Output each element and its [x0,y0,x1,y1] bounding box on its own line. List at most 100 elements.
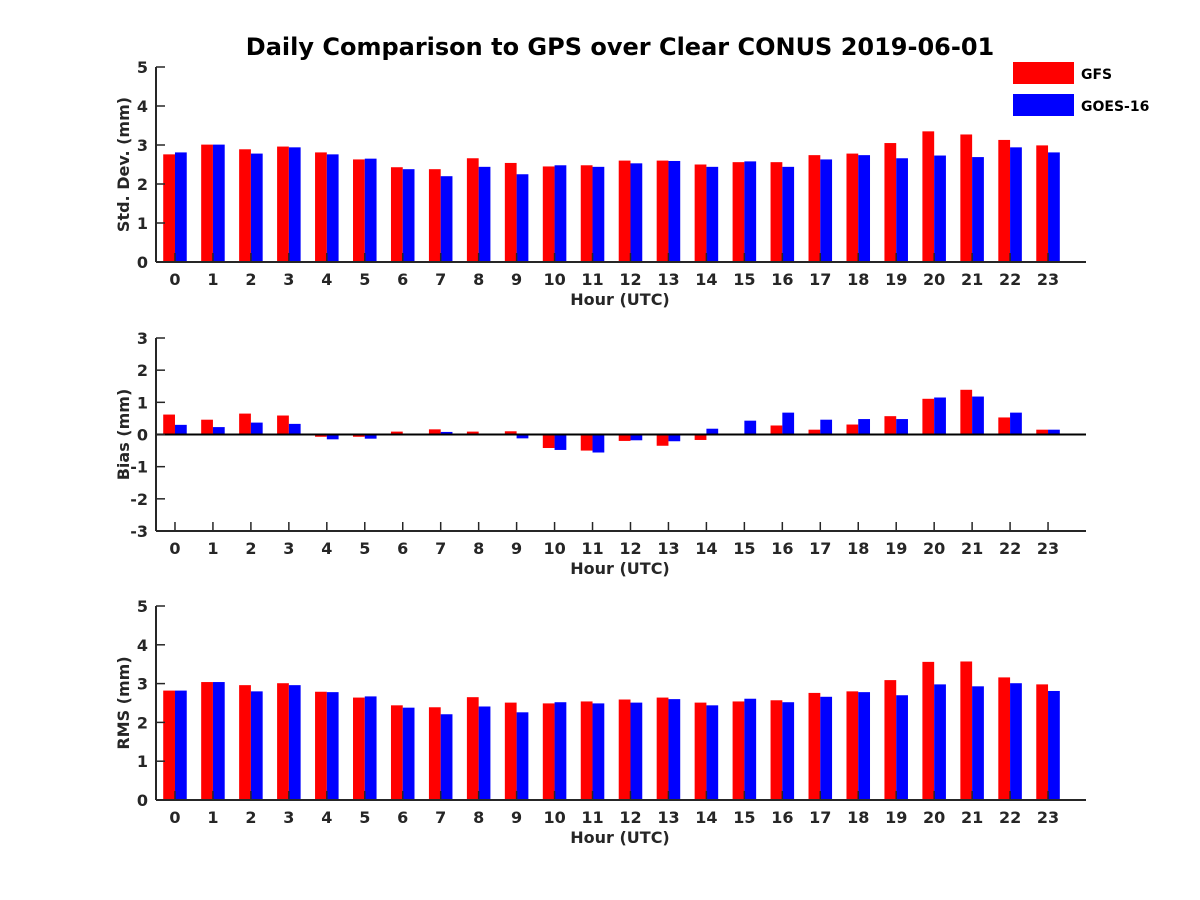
bias-xtick-label: 8 [473,539,484,558]
bias-xtick-label: 3 [283,539,294,558]
bias-y-axis-label: Bias (mm) [114,389,133,481]
rms-xtick-label: 8 [473,808,484,827]
rms-ytick-label: 3 [137,675,148,694]
bias-ytick-label: 3 [137,329,148,348]
std-dev-bar-gfs-hour-17 [808,155,821,262]
bias-ytick-label: 2 [137,361,148,380]
rms-bar-gfs-hour-12 [618,699,631,800]
rms-bar-goes16-hour-2 [250,691,263,800]
std-dev-bar-gfs-hour-16 [770,162,783,262]
rms-bar-goes16-hour-13 [668,699,681,800]
rms-bar-goes16-hour-21 [972,686,984,800]
bias-bar-goes16-hour-0 [174,424,187,435]
rms-ytick-label: 1 [137,752,148,771]
bias-bar-gfs-hour-22 [998,417,1011,435]
std-dev-bar-goes16-hour-15 [744,161,757,262]
bias-bar-gfs-hour-21 [960,389,973,435]
bias-bar-goes16-hour-19 [896,419,908,435]
rms-bar-gfs-hour-11 [580,701,593,800]
std-dev-xtick-label: 11 [581,270,603,289]
legend-label-goes16: GOES-16 [1081,99,1149,115]
rms-xtick-label: 20 [923,808,945,827]
std-dev-bar-goes16-hour-18 [858,155,871,262]
std-dev-bar-goes16-hour-19 [896,158,908,262]
bias-xtick-label: 0 [169,539,180,558]
bias-xtick-label: 15 [733,539,755,558]
std-dev-xtick-label: 22 [999,270,1021,289]
bias-bar-goes16-hour-20 [934,397,946,435]
legend-swatch-gfs [1013,62,1074,84]
std-dev-bar-gfs-hour-11 [580,165,593,262]
std-dev-xtick-label: 0 [169,270,180,289]
std-dev-xtick-label: 1 [207,270,218,289]
rms-bar-gfs-hour-2 [239,685,251,800]
bias-bar-goes16-hour-16 [782,412,795,435]
std-dev-y-axis-label: Std. Dev. (mm) [114,97,133,232]
bias-bar-gfs-hour-18 [846,424,859,435]
bias-ytick-label: 1 [137,393,148,412]
std-dev-bar-goes16-hour-22 [1010,147,1022,262]
std-dev-xtick-label: 13 [657,270,679,289]
bias-bar-gfs-hour-8 [466,431,479,435]
rms-xtick-label: 16 [771,808,793,827]
std-dev-xtick-label: 7 [435,270,446,289]
rms-bar-goes16-hour-1 [212,682,225,800]
rms-xtick-label: 19 [885,808,907,827]
rms-bar-goes16-hour-9 [516,712,529,800]
std-dev-bar-goes16-hour-10 [554,165,567,262]
bias-bar-goes16-hour-18 [858,419,871,435]
std-dev-bar-gfs-hour-13 [656,160,669,262]
std-dev-xtick-label: 20 [923,270,945,289]
bias-bar-gfs-hour-1 [201,419,213,435]
std-dev-xtick-label: 17 [809,270,831,289]
bias-bar-goes16-hour-23 [1048,429,1060,435]
bias-xtick-label: 2 [245,539,256,558]
bias-xtick-label: 19 [885,539,907,558]
rms-bar-goes16-hour-23 [1048,690,1060,800]
bias-xtick-label: 4 [321,539,332,558]
rms-bar-gfs-hour-17 [808,692,821,800]
rms-bar-goes16-hour-10 [554,702,567,800]
rms-bar-goes16-hour-5 [364,696,377,800]
rms-xtick-label: 18 [847,808,869,827]
bias-bar-gfs-hour-10 [542,434,555,449]
rms-bar-goes16-hour-11 [592,703,605,800]
rms-xtick-label: 1 [207,808,218,827]
bias-bar-goes16-hour-17 [820,419,833,435]
std-dev-xtick-label: 16 [771,270,793,289]
bias-xtick-label: 18 [847,539,869,558]
std-dev-bar-goes16-hour-0 [174,152,187,262]
bias-xtick-label: 14 [695,539,717,558]
rms-bar-goes16-hour-15 [744,698,757,800]
bias-bar-gfs-hour-6 [390,431,403,435]
bias-bar-goes16-hour-13 [668,434,681,442]
bias-bar-goes16-hour-15 [744,420,757,435]
rms-bar-gfs-hour-1 [201,682,213,800]
std-dev-bar-gfs-hour-10 [542,166,555,262]
bias-bar-goes16-hour-14 [706,428,719,435]
rms-bar-gfs-hour-13 [656,697,669,800]
rms-bar-gfs-hour-10 [542,703,555,800]
rms-bar-gfs-hour-14 [694,702,707,800]
rms-bar-goes16-hour-7 [440,714,453,800]
std-dev-bar-gfs-hour-18 [846,153,859,262]
std-dev-bar-gfs-hour-6 [390,167,403,262]
bias-bar-goes16-hour-9 [516,434,529,439]
bias-xtick-label: 6 [397,539,408,558]
std-dev-bar-gfs-hour-9 [504,162,517,262]
bias-bar-gfs-hour-2 [239,413,251,435]
std-dev-bar-goes16-hour-16 [782,166,795,262]
bias-bar-gfs-hour-20 [922,398,935,435]
std-dev-bar-gfs-hour-7 [428,169,441,262]
std-dev-ytick-label: 0 [137,253,148,272]
rms-xtick-label: 21 [961,808,983,827]
std-dev-xtick-label: 8 [473,270,484,289]
bias-xtick-label: 10 [543,539,565,558]
std-dev-bar-goes16-hour-8 [478,166,491,262]
std-dev-xtick-label: 9 [511,270,522,289]
bias-bar-gfs-hour-23 [1036,429,1049,435]
std-dev-ytick-label: 4 [137,97,148,116]
